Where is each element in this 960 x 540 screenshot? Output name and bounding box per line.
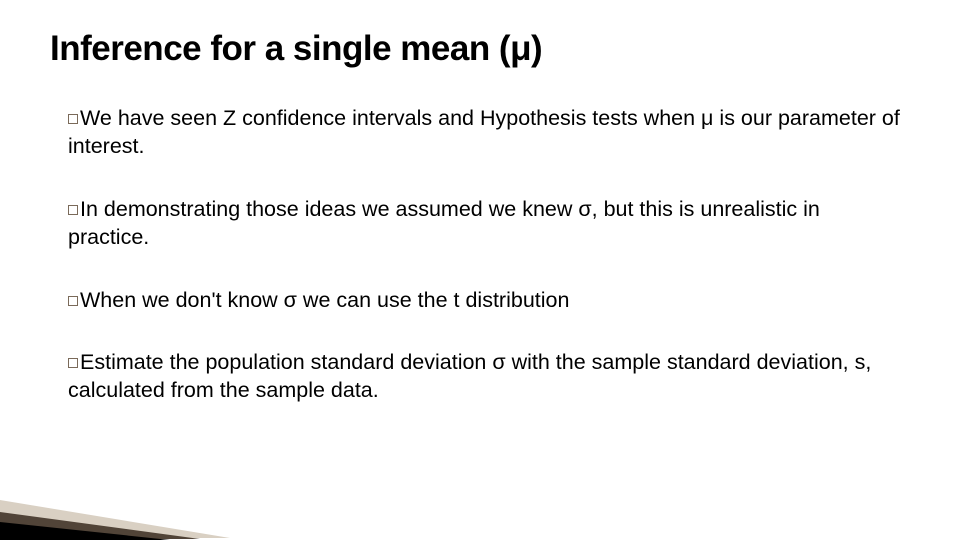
slide-title: Inference for a single mean (μ) <box>50 28 910 70</box>
bullet-item: When we don't know σ we can use the t di… <box>68 286 900 314</box>
bullet-marker-icon <box>68 114 78 124</box>
accent-wedge-icon <box>0 492 260 540</box>
bullet-text: We have seen Z confidence intervals and … <box>68 106 900 158</box>
bullet-text: When we don't know σ we can use the t di… <box>80 288 569 312</box>
bullet-item: We have seen Z confidence intervals and … <box>68 104 900 161</box>
bullet-marker-icon <box>68 296 78 306</box>
bullet-item: In demonstrating those ideas we assumed … <box>68 195 900 252</box>
bullet-item: Estimate the population standard deviati… <box>68 348 900 405</box>
bullet-list: We have seen Z confidence intervals and … <box>50 104 910 405</box>
bullet-text: In demonstrating those ideas we assumed … <box>68 197 820 249</box>
bullet-text: Estimate the population standard deviati… <box>68 350 871 402</box>
slide: Inference for a single mean (μ) We have … <box>0 0 960 540</box>
bullet-marker-icon <box>68 358 78 368</box>
bullet-marker-icon <box>68 205 78 215</box>
